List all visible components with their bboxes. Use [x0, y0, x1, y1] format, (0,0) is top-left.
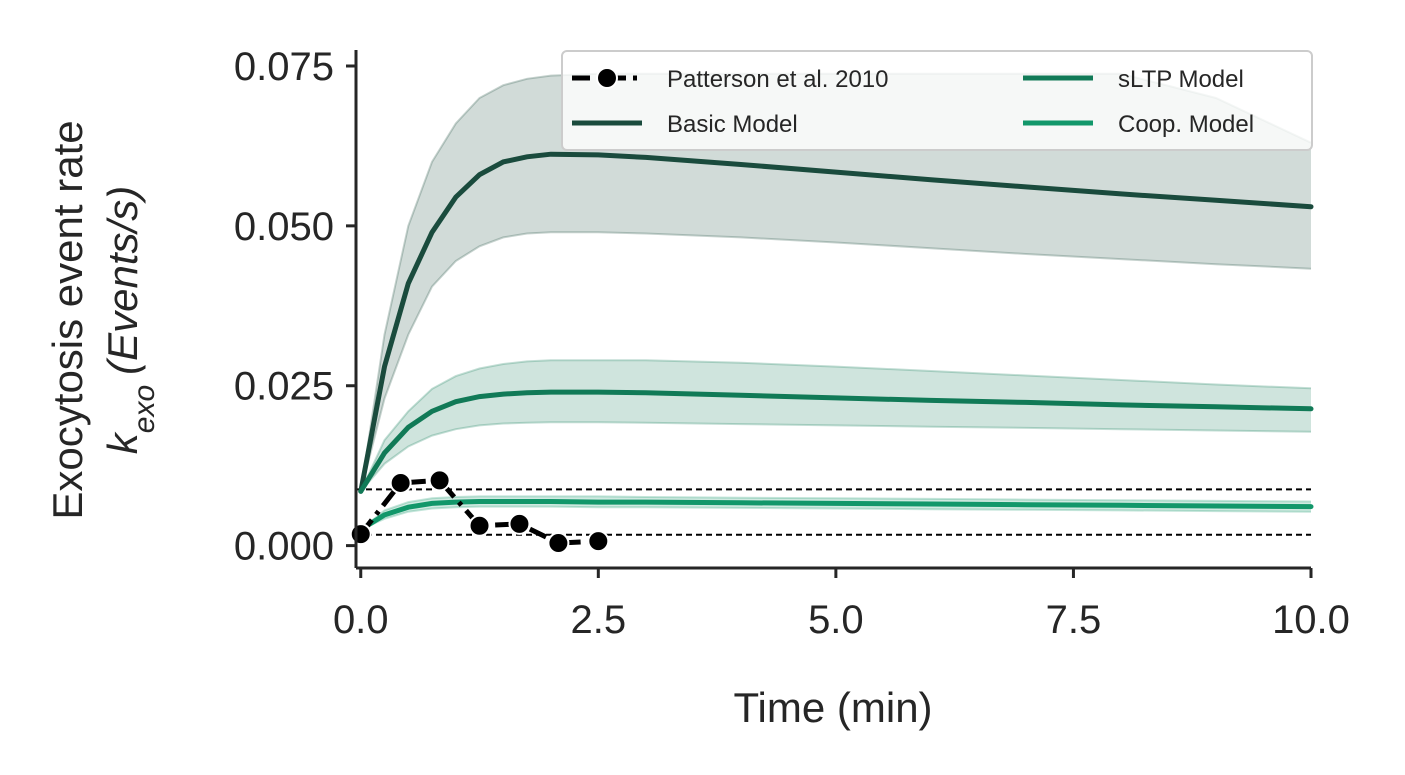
legend-entry-1-marker — [596, 67, 618, 89]
band-1 — [360, 73, 1311, 492]
series-line-2 — [358, 389, 1314, 494]
observation-point — [428, 469, 451, 492]
band-upper-edge-2 — [359, 359, 1312, 492]
x-tick-label: 10.0 — [1272, 598, 1350, 642]
band-lower-edge-2 — [360, 421, 1312, 492]
y-axis-symbol: k — [99, 431, 146, 454]
series-line-3 — [358, 499, 1314, 533]
band-lower-edge-1 — [359, 231, 1312, 492]
y-tick-label: 0.000 — [234, 525, 334, 569]
observation-point — [349, 523, 372, 546]
legend-entry-4-label: Coop. Model — [1118, 111, 1254, 138]
y-axis-title-line2: kexo (Events/s) — [99, 186, 161, 454]
reference-lines — [356, 488, 1311, 536]
y-axis-title-line1: Exocytosis event rate — [44, 120, 91, 519]
observation-point — [468, 514, 491, 537]
observation-point — [547, 532, 570, 555]
observation-point — [508, 512, 531, 535]
x-tick-label: 7.5 — [1046, 598, 1102, 642]
y-axis-unit: (Events/s) — [99, 186, 146, 375]
x-tick-label: 0.0 — [333, 598, 389, 642]
legend-frame — [561, 50, 1313, 151]
legend-entry-1-label: Patterson et al. 2010 — [667, 66, 888, 93]
legend: Patterson et al. 2010 Basic Model sLTP Mod… — [561, 50, 1313, 151]
y-tick-label: 0.050 — [234, 205, 334, 249]
band-lower-edge-3 — [360, 505, 1312, 531]
legend-entry-3-label: sLTP Model — [1118, 66, 1244, 93]
band-upper-edge-3 — [360, 495, 1312, 531]
y-tick-label: 0.025 — [234, 365, 334, 409]
x-tick-label: 2.5 — [571, 598, 627, 642]
y-tick-label: 0.075 — [234, 45, 334, 89]
axes: 0.0 2.5 5.0 7.5 10.0 0.000 0.025 0.050 0.075 — [234, 45, 1350, 642]
series-line-1 — [358, 151, 1314, 494]
legend-entry-2-label: Basic Model — [667, 111, 798, 138]
observation-point — [389, 471, 412, 494]
x-axis-title: Time (min) — [733, 684, 932, 731]
model-lines — [358, 151, 1314, 533]
x-tick-label: 5.0 — [808, 598, 864, 642]
y-axis-subscript: exo — [128, 385, 161, 433]
observation-point — [587, 530, 610, 553]
